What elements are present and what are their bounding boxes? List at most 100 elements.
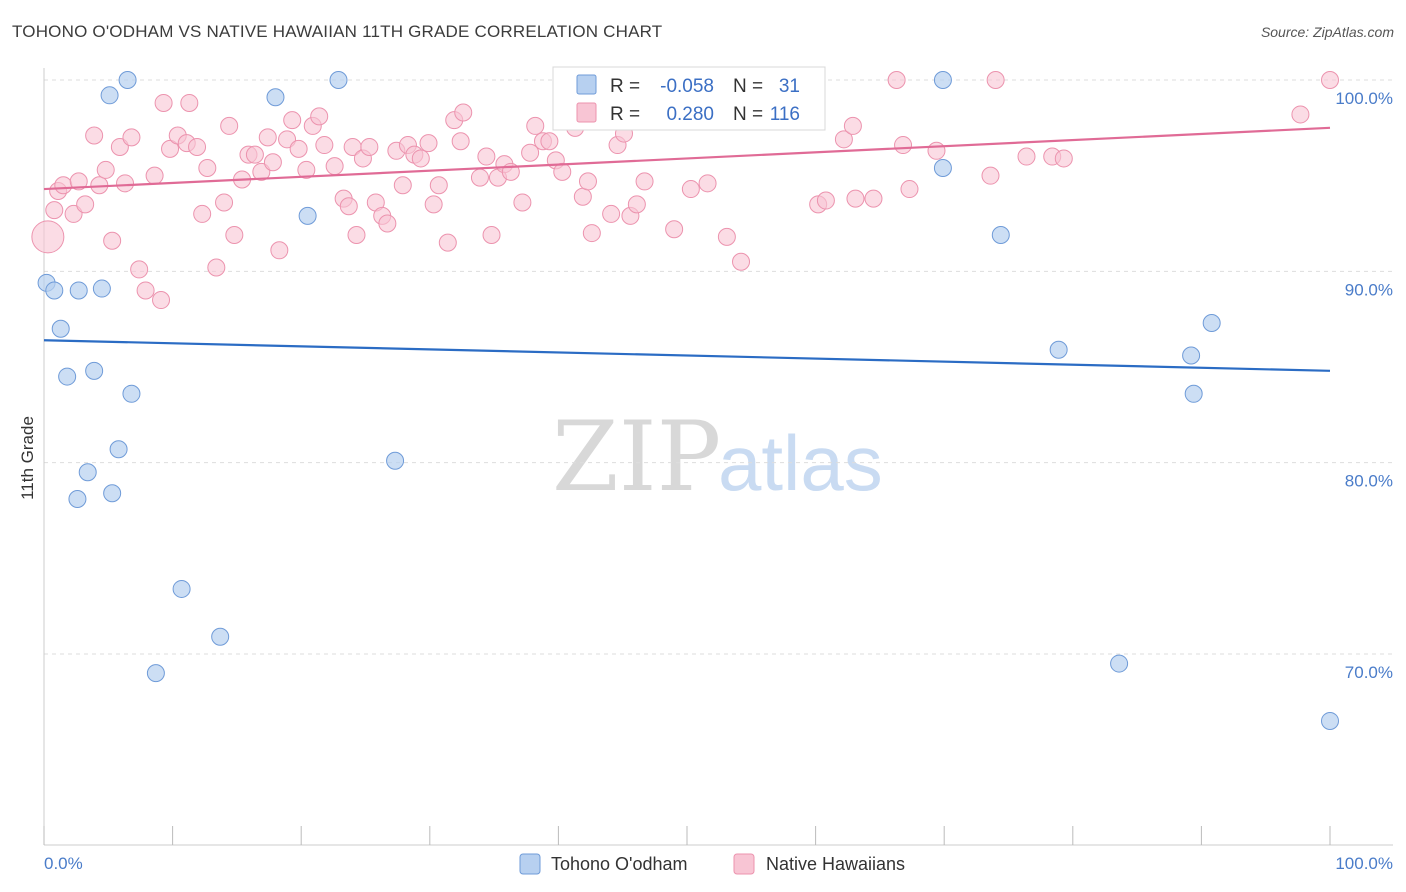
native-hawaiians-point: [347, 225, 366, 244]
native-hawaiians-point: [110, 137, 129, 156]
tohono-oodham-point: [933, 71, 952, 89]
native-hawaiians-point: [846, 189, 865, 208]
native-hawaiians-point: [198, 159, 217, 178]
native-hawaiians-point: [69, 172, 88, 191]
native-hawaiians-point: [54, 176, 73, 195]
tohono-oodham-point: [1049, 340, 1068, 359]
tohono-oodham-trend-line: [43, 339, 1331, 372]
native-hawaiians-point: [193, 204, 212, 223]
native-hawaiians-point: [578, 172, 597, 191]
native-hawaiians-trend-line: [43, 126, 1331, 191]
legend-box: [552, 66, 826, 131]
native-hawaiians-point: [130, 260, 149, 279]
tohono-oodham-point: [386, 451, 405, 470]
native-hawaiians-point: [894, 136, 913, 155]
axes: [43, 68, 1393, 846]
tohono-oodham-point: [69, 281, 88, 300]
tohono-oodham-point: [172, 579, 191, 598]
legend-r-value-2: 0.280: [666, 104, 714, 125]
y-tick-label-70: 70.0%: [1345, 663, 1393, 682]
native-hawaiians-point: [283, 111, 302, 130]
native-hawaiians-point: [573, 187, 592, 206]
tohono-oodham-point: [122, 384, 141, 403]
tohono-oodham-point: [329, 71, 348, 89]
native-hawaiians-point: [887, 71, 906, 89]
native-hawaiians-point: [521, 143, 540, 162]
native-hawaiians-point: [103, 231, 122, 250]
native-hawaiians-point: [513, 193, 532, 212]
tohono-oodham-point: [51, 319, 70, 338]
native-hawaiians-point: [681, 180, 700, 199]
tohono-oodham-point: [146, 664, 165, 683]
native-hawaiians-point: [477, 147, 496, 166]
y-tick-label-100: 100.0%: [1335, 89, 1393, 108]
native-hawaiians-point: [297, 160, 316, 179]
y-axis-label: 11th Grade: [18, 416, 37, 500]
tohono-oodham-points: [37, 71, 1339, 730]
native-hawaiians-point: [482, 225, 501, 244]
legend-n-value-2: 116: [770, 104, 800, 125]
native-hawaiians-point: [843, 116, 862, 135]
tohono-oodham-point: [991, 225, 1010, 244]
native-hawaiians-point: [263, 153, 282, 172]
watermark: ZIP atlas: [552, 401, 883, 513]
tohono-oodham-point: [298, 206, 317, 225]
tohono-oodham-point: [1202, 313, 1221, 332]
native-hawaiians-point: [161, 139, 180, 158]
native-hawaiians-point: [76, 195, 95, 214]
native-hawaiians-point: [270, 241, 289, 260]
native-hawaiians-point: [665, 220, 684, 239]
legend: R = -0.058 N = 31 R = 0.280 N = 116: [552, 66, 826, 131]
watermark-zip: ZIP: [552, 401, 721, 513]
native-hawaiians-point: [278, 130, 297, 149]
native-hawaiians-point: [419, 134, 438, 153]
native-hawaiians-point: [602, 204, 621, 223]
y-tick-label-80: 80.0%: [1345, 472, 1393, 491]
native-hawaiians-point: [627, 195, 646, 214]
native-hawaiians-point: [215, 193, 234, 212]
bottom-legend-swatch-pink: [733, 853, 755, 875]
native-hawaiians-point: [393, 176, 412, 195]
native-hawaiians-point: [1321, 71, 1339, 89]
native-hawaiians-point: [136, 281, 155, 300]
tohono-oodham-point: [100, 86, 119, 105]
legend-n-label-1: N =: [733, 76, 763, 97]
bottom-legend-label-2: Native Hawaiians: [766, 854, 905, 874]
tohono-oodham-point: [78, 463, 97, 482]
native-hawaiians-point: [310, 107, 329, 126]
native-hawaiians-point: [180, 93, 199, 112]
native-hawaiians-point: [1054, 149, 1073, 168]
y-tick-labels: 70.0% 80.0% 90.0% 100.0%: [1335, 89, 1393, 682]
native-hawaiians-point: [698, 174, 717, 193]
legend-swatch-blue: [576, 74, 597, 95]
native-hawaiians-point: [220, 116, 239, 135]
tohono-oodham-point: [109, 440, 128, 459]
native-hawaiians-point: [85, 126, 104, 145]
native-hawaiians-point: [900, 180, 919, 199]
native-hawaiians-point: [152, 291, 171, 310]
native-hawaiians-point: [981, 166, 1000, 185]
tohono-oodham-point: [1110, 654, 1129, 673]
tohono-oodham-point: [68, 490, 87, 509]
trend-lines: [43, 126, 1331, 372]
native-hawaiians-point: [582, 224, 601, 243]
source-label: Source: ZipAtlas.com: [1260, 24, 1394, 40]
native-hawaiians-point: [429, 176, 448, 195]
native-hawaiians-point: [207, 258, 226, 277]
tohono-oodham-point: [266, 88, 285, 107]
tohono-oodham-point: [103, 484, 122, 503]
tohono-oodham-point: [211, 627, 230, 646]
native-hawaiians-point: [526, 116, 545, 135]
native-hawaiians-point: [816, 191, 835, 210]
native-hawaiians-point: [834, 130, 853, 149]
native-hawaiians-point: [122, 128, 141, 147]
legend-r-label-1: R =: [610, 76, 640, 97]
native-hawaiians-point: [717, 227, 736, 246]
legend-r-label-2: R =: [610, 104, 640, 125]
native-hawaiians-point: [732, 252, 751, 271]
legend-swatch-pink: [576, 102, 597, 123]
native-hawaiians-point: [188, 137, 207, 156]
native-hawaiians-point: [252, 162, 271, 181]
tohono-oodham-point: [933, 159, 952, 178]
